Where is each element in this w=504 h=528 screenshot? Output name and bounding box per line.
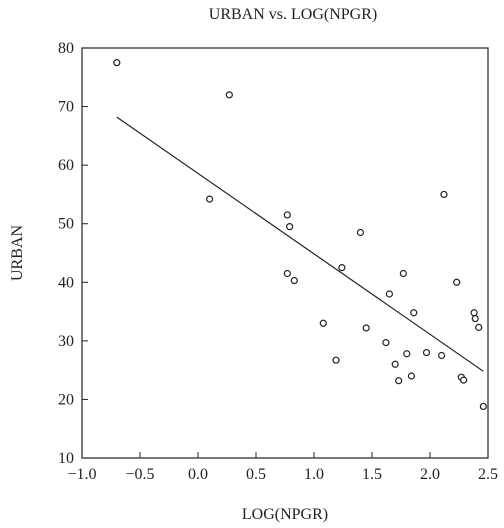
x-tick-label: 1.0: [304, 466, 324, 483]
y-tick-label: 80: [58, 40, 74, 57]
data-point: [225, 91, 233, 99]
y-tick-label: 60: [58, 157, 74, 174]
data-point: [453, 278, 461, 286]
x-tick-label: 0.0: [188, 466, 208, 483]
data-point: [460, 376, 468, 384]
data-point: [479, 402, 487, 411]
data-point: [338, 264, 346, 272]
x-axis-ticks: −1.0 −0.5 0.0 0.5 1.0 1.5 2.0 2.5: [67, 452, 498, 483]
data-point: [286, 223, 294, 231]
data-point: [290, 276, 298, 285]
data-point: [362, 324, 370, 332]
data-point: [356, 228, 364, 237]
data-points: [113, 59, 487, 411]
x-axis-label: LOG(NPGR): [242, 506, 328, 523]
regression-line: [116, 116, 484, 372]
data-point: [385, 290, 393, 298]
y-tick-label: 20: [58, 391, 74, 408]
x-tick-label: 0.5: [246, 466, 266, 483]
y-tick-label: 70: [58, 99, 74, 116]
data-point: [422, 348, 431, 357]
y-tick-label: 50: [58, 216, 74, 233]
x-tick-label: 2.5: [478, 466, 498, 483]
data-point: [410, 309, 418, 317]
data-point: [438, 351, 446, 360]
data-point: [407, 372, 416, 380]
data-point: [113, 59, 121, 67]
data-point: [399, 269, 407, 278]
x-tick-label: −1.0: [67, 466, 96, 483]
x-tick-label: 1.5: [362, 466, 382, 483]
y-tick-label: 10: [58, 450, 74, 467]
plot-frame: [81, 47, 489, 459]
data-point: [475, 323, 483, 331]
data-point: [470, 309, 478, 317]
data-point: [440, 190, 448, 199]
y-tick-label: 30: [58, 333, 74, 350]
data-point: [332, 356, 340, 364]
y-axis-ticks: 10 20 30 40 50 60 70 80: [58, 40, 88, 467]
x-tick-label: 2.0: [420, 466, 440, 483]
data-point: [206, 195, 214, 203]
data-point: [471, 315, 479, 323]
data-point: [403, 350, 411, 358]
x-tick-label: −0.5: [125, 466, 154, 483]
chart-title: URBAN vs. LOG(NPGR): [209, 6, 377, 23]
data-point: [382, 339, 390, 347]
y-tick-label: 40: [58, 274, 74, 291]
y-axis-label: URBAN: [9, 225, 26, 281]
data-point: [283, 269, 291, 278]
data-point: [391, 360, 399, 368]
data-point: [395, 377, 403, 385]
data-point: [319, 319, 327, 327]
data-point: [283, 211, 291, 219]
